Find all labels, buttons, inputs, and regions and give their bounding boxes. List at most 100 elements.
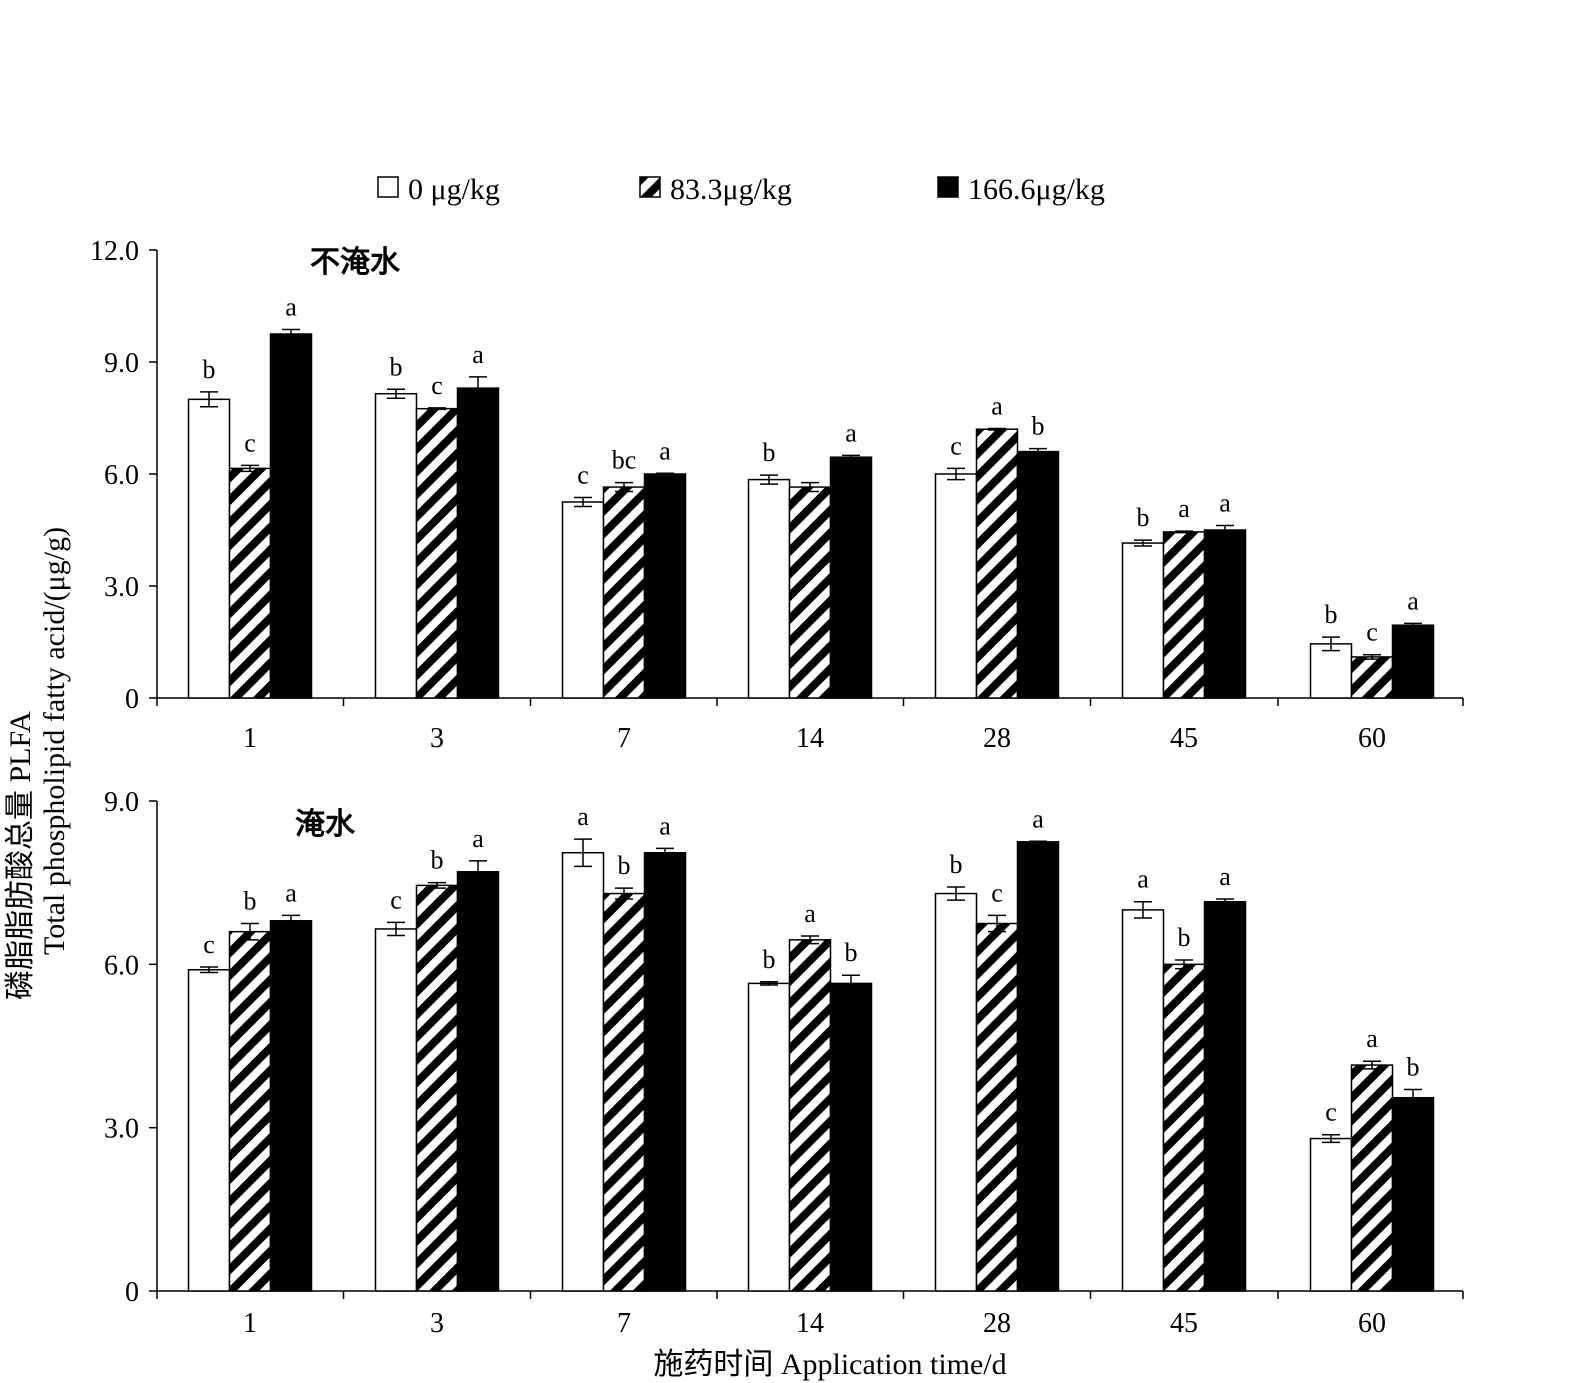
y-axis-title-cn: 磷脂脂肪酸总量 PLFA [4, 711, 37, 1000]
y-tick-label: 12.0 [90, 236, 139, 267]
bar [975, 428, 1019, 699]
significance-label: a [472, 824, 484, 853]
bar [788, 486, 832, 699]
bar [934, 892, 978, 1292]
significance-label: a [1407, 586, 1419, 615]
significance-label: b [431, 846, 444, 875]
significance-label: c [203, 930, 215, 959]
x-tick-label: 14 [796, 1308, 824, 1339]
bar [374, 392, 418, 699]
significance-label: b [390, 352, 403, 381]
significance-label: b [950, 850, 963, 879]
bar [1350, 656, 1394, 699]
significance-label: c [390, 885, 402, 914]
x-tick-label: 14 [796, 723, 824, 754]
bar [747, 982, 791, 1292]
significance-label: a [472, 340, 484, 369]
bar [374, 928, 418, 1292]
bar [1121, 909, 1165, 1292]
significance-label: b [618, 851, 631, 880]
bar [1350, 1064, 1394, 1292]
y-tick-label: 0 [125, 1277, 139, 1308]
significance-label: a [285, 293, 297, 322]
y-tick-label: 6.0 [104, 460, 139, 491]
significance-label: b [845, 938, 858, 967]
bar [602, 486, 646, 699]
y-tick-label: 3.0 [104, 572, 139, 603]
significance-label: a [1178, 494, 1190, 523]
significance-label: a [1366, 1024, 1378, 1053]
bar [561, 851, 605, 1292]
bar [1016, 841, 1060, 1292]
bar [1016, 450, 1060, 699]
significance-label: c [431, 371, 443, 400]
bar [829, 982, 873, 1292]
significance-label: b [203, 355, 216, 384]
x-tick-label: 60 [1358, 1308, 1386, 1339]
bar [561, 501, 605, 699]
x-tick-label: 45 [1170, 723, 1198, 754]
significance-label: a [991, 391, 1003, 420]
bar [1391, 1096, 1435, 1292]
legend-swatch-1 [639, 176, 661, 198]
bar [269, 333, 313, 699]
x-tick-label: 3 [430, 1308, 444, 1339]
significance-label: a [1219, 862, 1231, 891]
bar [1203, 529, 1247, 699]
bar [602, 892, 646, 1292]
bar [747, 478, 791, 699]
y-tick-label: 9.0 [104, 787, 139, 818]
significance-label: c [950, 431, 962, 460]
significance-label: a [1032, 804, 1044, 833]
significance-label: b [1032, 412, 1045, 441]
bar [269, 920, 313, 1292]
bar [228, 467, 272, 699]
x-tick-label: 7 [617, 723, 631, 754]
significance-label: a [804, 899, 816, 928]
legend-label-0: 0 μg/kg [408, 173, 500, 206]
bar [934, 473, 978, 699]
bar [643, 473, 687, 699]
y-axis-title-en: Total phospholipid fatty acid/(μg/g) [38, 527, 71, 955]
bar [228, 930, 272, 1292]
bar [415, 407, 459, 699]
x-tick-label: 45 [1170, 1308, 1198, 1339]
bar [456, 871, 500, 1292]
bar [456, 387, 500, 699]
bar [1162, 531, 1206, 699]
x-tick-label: 1 [243, 1308, 257, 1339]
significance-label: a [1219, 489, 1231, 518]
x-tick-label: 7 [617, 1308, 631, 1339]
legend-label-1: 83.3μg/kg [670, 173, 792, 206]
bar [829, 456, 873, 699]
bar [1309, 1137, 1353, 1292]
panel-title: 不淹水 [310, 246, 401, 279]
significance-label: a [285, 878, 297, 907]
bar [1162, 963, 1206, 1292]
significance-label: c [577, 461, 589, 490]
legend: 0 μg/kg 83.3μg/kg 166.6μg/kg [377, 173, 1105, 206]
significance-label: a [577, 802, 589, 831]
significance-label: bc [612, 446, 637, 475]
significance-label: b [244, 887, 257, 916]
significance-label: c [991, 878, 1003, 907]
bar [415, 884, 459, 1292]
x-tick-label: 1 [243, 723, 257, 754]
legend-swatch-0 [377, 176, 399, 198]
y-tick-label: 9.0 [104, 348, 139, 379]
significance-label: a [1137, 865, 1149, 894]
bar [187, 398, 231, 699]
significance-label: a [845, 418, 857, 447]
legend-label-2: 166.6μg/kg [968, 173, 1105, 206]
significance-label: b [1178, 923, 1191, 952]
bar [975, 922, 1019, 1292]
significance-label: a [659, 811, 671, 840]
significance-label: c [244, 428, 256, 457]
significance-label: b [1407, 1053, 1420, 1082]
legend-swatch-2 [937, 176, 959, 198]
significance-label: b [763, 945, 776, 974]
x-tick-label: 28 [983, 1308, 1011, 1339]
y-tick-label: 0 [125, 684, 139, 715]
